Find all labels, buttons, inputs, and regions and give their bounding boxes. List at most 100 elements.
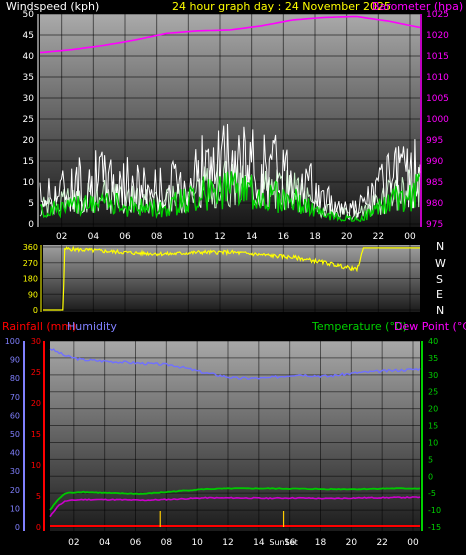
temp-ytick-label: 15 — [428, 422, 438, 431]
wind-xtick-label: 00 — [404, 232, 416, 242]
dir-ytick-label: 0 — [33, 306, 38, 315]
humidity-ytick-label: 70 — [10, 393, 20, 402]
dewpoint-label: Dew Point (°C) — [394, 320, 466, 333]
th-xtick-label: 04 — [99, 538, 111, 548]
wind-ytick-label: 50 — [23, 10, 35, 20]
wind-ytick-label: 15 — [23, 157, 34, 167]
barometer-label: Barometer (hpa) — [372, 0, 463, 13]
wind-xtick-label: 04 — [88, 232, 100, 242]
wind-xtick-label: 18 — [309, 232, 321, 242]
rain-ytick-label: 25 — [31, 368, 41, 377]
compass-letter-4: E — [436, 288, 443, 301]
humidity-ytick-label: 10 — [10, 504, 20, 513]
temp-ytick-label: -15 — [428, 523, 441, 532]
wind-ytick-label: 40 — [23, 52, 35, 62]
wind-ytick-label: 10 — [23, 178, 35, 188]
baro-ytick-label: 975 — [426, 220, 443, 230]
wind-ytick-label: 25 — [23, 115, 34, 125]
baro-ytick-label: 980 — [426, 199, 443, 209]
baro-ytick-label: 1025 — [426, 10, 449, 20]
baro-ytick-label: 985 — [426, 178, 443, 188]
rainfall-label: Rainfall (mm) — [2, 320, 76, 333]
compass-letter-1: N — [436, 240, 444, 253]
wind-xtick-label: 10 — [183, 232, 195, 242]
th-xtick-label: 22 — [376, 538, 387, 548]
temp-ytick-label: 40 — [428, 337, 438, 346]
humidity-label: Humidity — [67, 320, 117, 333]
wind-ytick-label: 30 — [23, 94, 35, 104]
th-xtick-label: 18 — [315, 538, 327, 548]
wind-xtick-label: 20 — [341, 232, 353, 242]
wind-xtick-label: 06 — [119, 232, 131, 242]
th-xtick-label: 06 — [130, 538, 142, 548]
chart-date-title: 24 hour graph day : 24 November 2025 — [172, 0, 391, 13]
th-xtick-label: 00 — [407, 538, 419, 548]
rain-ytick-label: 10 — [31, 461, 41, 470]
rain-ytick-label: 0 — [36, 523, 41, 532]
temperature-line — [49, 487, 421, 511]
temp-ytick-label: 25 — [428, 388, 438, 397]
compass-letter-3: S — [436, 273, 443, 286]
temp-ytick-label: 20 — [428, 405, 438, 414]
windspeed-label: Windspeed (kph) — [6, 0, 99, 13]
wind-xtick-label: 02 — [56, 232, 67, 242]
baro-ytick-label: 1015 — [426, 52, 449, 62]
rain-ytick-label: 20 — [31, 399, 41, 408]
humidity-ytick-label: 0 — [15, 523, 20, 532]
wind-xtick-label: 16 — [278, 232, 290, 242]
temp-ytick-label: 10 — [428, 438, 438, 447]
baro-ytick-label: 995 — [426, 136, 443, 146]
humidity-ytick-label: 100 — [5, 337, 20, 346]
baro-ytick-label: 1010 — [426, 73, 449, 83]
wind-xtick-label: 14 — [246, 232, 258, 242]
wind-direction-line — [43, 245, 420, 311]
dir-ytick-label: 90 — [28, 290, 38, 299]
barometer-line — [39, 15, 421, 54]
wind-ytick-label: 45 — [23, 31, 34, 41]
dewpoint-line — [49, 496, 421, 518]
dir-ytick-label: 360 — [23, 243, 38, 252]
humidity-ytick-label: 50 — [10, 430, 20, 439]
temp-ytick-label: -10 — [428, 506, 441, 515]
baro-ytick-label: 1000 — [426, 115, 449, 125]
humidity-ytick-label: 90 — [10, 356, 20, 365]
baro-ytick-label: 1020 — [426, 31, 449, 41]
humidity-ytick-label: 40 — [10, 449, 20, 458]
rain-ytick-label: 30 — [31, 337, 41, 346]
th-xtick-label: 08 — [161, 538, 173, 548]
wind-ytick-label: 35 — [23, 73, 34, 83]
temp-ytick-label: 0 — [428, 472, 433, 481]
th-xtick-label: 10 — [191, 538, 203, 548]
th-xtick-label: 12 — [222, 538, 233, 548]
compass-letter-5: N — [436, 304, 444, 317]
rain-ytick-label: 5 — [36, 492, 41, 501]
baro-ytick-label: 1005 — [426, 94, 449, 104]
wind-xtick-label: 08 — [151, 232, 163, 242]
humidity-ytick-label: 60 — [10, 411, 20, 420]
wind-ytick-label: 5 — [28, 199, 34, 209]
baro-ytick-label: 990 — [426, 157, 443, 167]
wind-average-line — [39, 171, 421, 222]
dir-ytick-label: 270 — [23, 259, 38, 268]
sunset-label: SunSet — [269, 538, 297, 547]
th-xtick-label: 16 — [284, 538, 296, 548]
chart-marks — [39, 15, 421, 527]
wind-xtick-label: 12 — [214, 232, 225, 242]
temp-ytick-label: 35 — [428, 354, 438, 363]
temp-humidity-plot-area — [50, 341, 420, 531]
compass-letter-2: W — [435, 257, 446, 270]
th-xtick-label: 20 — [346, 538, 358, 548]
temp-ytick-label: 30 — [428, 371, 438, 380]
temperature-label: Temperature (°C) — [311, 320, 407, 333]
temp-ytick-label: 5 — [428, 455, 433, 464]
humidity-ytick-label: 80 — [10, 374, 20, 383]
temp-ytick-label: -5 — [428, 489, 436, 498]
wind-ytick-label: 20 — [23, 136, 35, 146]
th-xtick-label: 14 — [253, 538, 265, 548]
dir-ytick-label: 180 — [23, 275, 38, 284]
humidity-line — [49, 348, 421, 380]
humidity-ytick-label: 30 — [10, 467, 20, 476]
th-xtick-label: 02 — [68, 538, 79, 548]
